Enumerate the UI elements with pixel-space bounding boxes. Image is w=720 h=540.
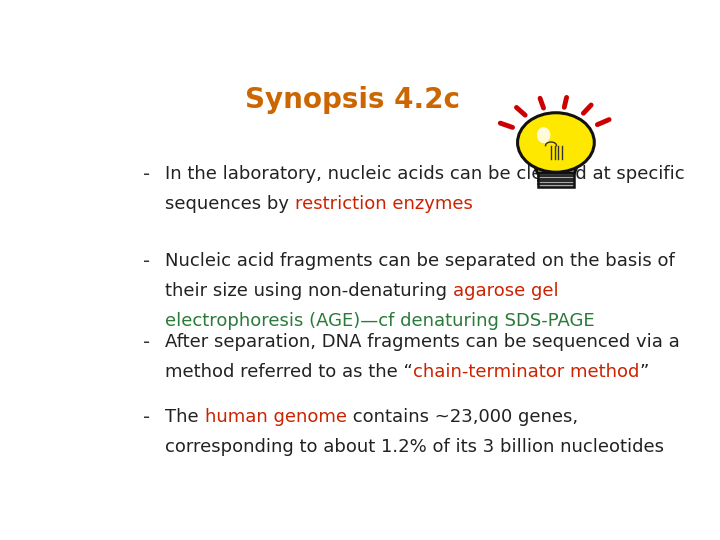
FancyBboxPatch shape [538,173,574,187]
Text: electrophoresis (AGE)—cf denaturing SDS-PAGE: electrophoresis (AGE)—cf denaturing SDS-… [166,312,595,330]
Text: -: - [143,252,150,271]
Text: Nucleic acid fragments can be separated on the basis of: Nucleic acid fragments can be separated … [166,252,675,270]
Text: contains ~23,000 genes,: contains ~23,000 genes, [347,408,578,426]
Text: -: - [143,165,150,184]
Text: ”: ” [639,363,649,381]
Text: The: The [166,408,204,426]
Text: restriction enzymes: restriction enzymes [295,194,473,213]
Text: -: - [143,408,150,427]
Text: Synopsis 4.2c: Synopsis 4.2c [245,85,460,113]
Text: method referred to as the “: method referred to as the “ [166,363,413,381]
Text: their size using non-denaturing: their size using non-denaturing [166,282,453,300]
Text: After separation, DNA fragments can be sequenced via a: After separation, DNA fragments can be s… [166,333,680,351]
Ellipse shape [537,127,550,143]
Text: chain-terminator method: chain-terminator method [413,363,639,381]
Text: -: - [143,333,150,352]
Text: human genome: human genome [204,408,347,426]
Ellipse shape [518,113,594,172]
Text: sequences by: sequences by [166,194,295,213]
Text: corresponding to about 1.2% of its 3 billion nucleotides: corresponding to about 1.2% of its 3 bil… [166,438,665,456]
Text: agarose gel: agarose gel [453,282,559,300]
Polygon shape [533,161,580,173]
Text: In the laboratory, nucleic acids can be cleaved at specific: In the laboratory, nucleic acids can be … [166,165,685,183]
